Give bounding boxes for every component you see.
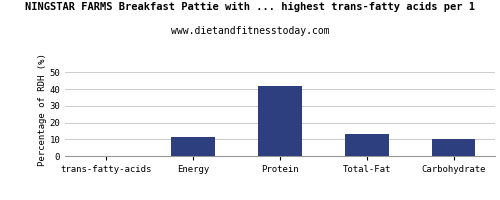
Bar <box>258 86 302 156</box>
Y-axis label: Percentage of RDH (%): Percentage of RDH (%) <box>38 54 46 166</box>
Text: www.dietandfitnesstoday.com: www.dietandfitnesstoday.com <box>170 26 330 36</box>
Text: NINGSTAR FARMS Breakfast Pattie with ... highest trans-fatty acids per 1: NINGSTAR FARMS Breakfast Pattie with ...… <box>25 2 475 12</box>
Bar <box>345 134 389 156</box>
Bar <box>432 139 476 156</box>
Bar <box>172 137 215 156</box>
